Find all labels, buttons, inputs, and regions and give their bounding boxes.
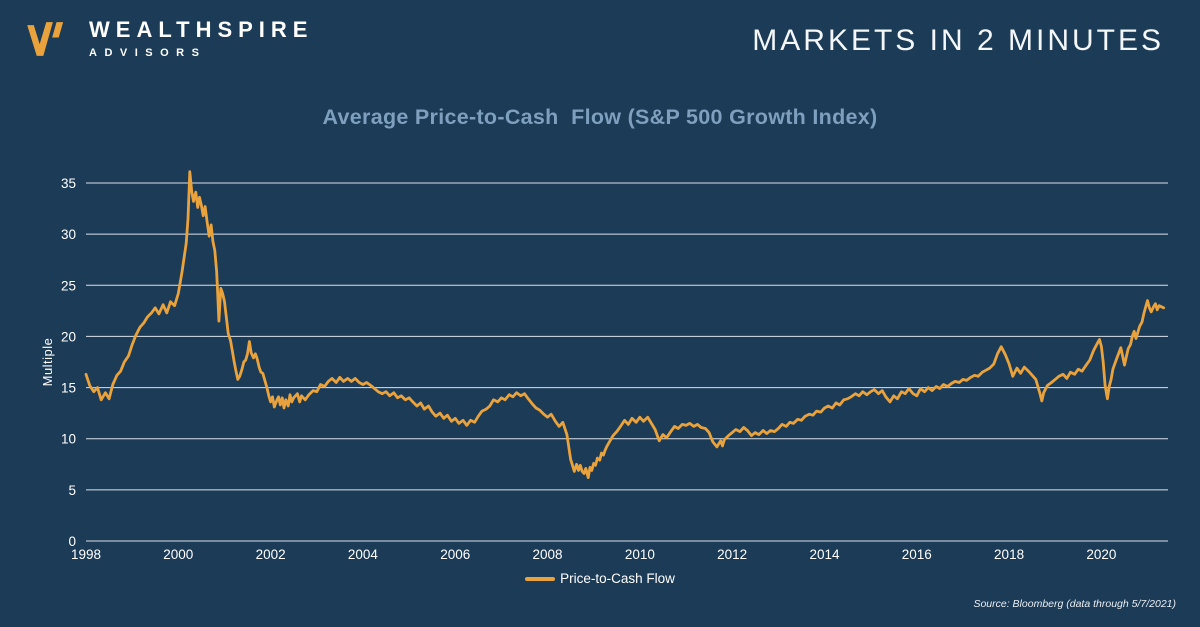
brand-subtitle: ADVISORS	[89, 47, 207, 59]
y-tick-label: 30	[61, 227, 76, 242]
x-tick-label: 1998	[71, 547, 101, 562]
x-tick-label: 2020	[1086, 547, 1116, 562]
x-tick-label: 2012	[717, 547, 747, 562]
legend: Price-to-Cash Flow	[0, 571, 1200, 586]
x-tick-label: 2000	[163, 547, 193, 562]
y-tick-label: 15	[61, 381, 76, 396]
x-tick-label: 2016	[902, 547, 932, 562]
y-axis-title: Multiple	[40, 338, 55, 387]
y-tick-label: 0	[68, 534, 76, 549]
chart-title: Average Price-to-Cash Flow (S&P 500 Grow…	[322, 105, 878, 129]
x-tick-label: 2006	[440, 547, 470, 562]
y-tick-label: 20	[61, 329, 76, 344]
x-tick-label: 2002	[256, 547, 286, 562]
x-tick-label: 2004	[348, 547, 379, 562]
brand-block: WEALTHSPIRE ADVISORS	[25, 15, 313, 63]
x-tick-label: 2018	[994, 547, 1024, 562]
logo-w-stroke	[27, 22, 53, 56]
y-tick-label: 25	[61, 278, 76, 293]
y-tick-label: 5	[68, 483, 76, 498]
y-tick-label: 35	[61, 176, 76, 191]
banner-title: MARKETS IN 2 MINUTES	[752, 24, 1164, 57]
wealthspire-logo-icon	[27, 22, 64, 56]
brand-name: WEALTHSPIRE	[89, 17, 314, 42]
x-tick-label: 2014	[809, 547, 840, 562]
legend-line-swatch-icon	[525, 576, 556, 581]
source-note: Source: Bloomberg (data through 5/7/2021…	[973, 598, 1176, 610]
logo-slash-stroke	[52, 22, 64, 38]
x-tick-label: 2010	[625, 547, 655, 562]
x-tick-label: 2008	[533, 547, 563, 562]
y-tick-label: 10	[61, 432, 76, 447]
legend-label: Price-to-Cash Flow	[560, 571, 675, 586]
price-to-cash-flow-line	[84, 170, 1166, 480]
brand-text: WEALTHSPIRE ADVISORS	[89, 19, 313, 59]
